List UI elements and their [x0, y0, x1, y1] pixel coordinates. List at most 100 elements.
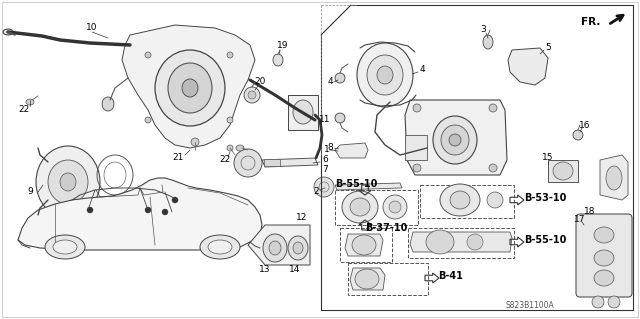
Ellipse shape [352, 235, 376, 255]
Polygon shape [508, 48, 548, 85]
Text: B-55-10: B-55-10 [335, 179, 378, 189]
Text: B-55-10: B-55-10 [524, 235, 566, 245]
Ellipse shape [45, 235, 85, 259]
Bar [548, 160, 578, 182]
Text: B-41: B-41 [438, 271, 463, 281]
Bar [335, 190, 418, 225]
Ellipse shape [342, 191, 378, 223]
Text: 22: 22 [19, 106, 29, 115]
Polygon shape [262, 158, 318, 167]
Polygon shape [405, 100, 507, 175]
Ellipse shape [162, 209, 168, 215]
Ellipse shape [433, 116, 477, 164]
Bar [405, 135, 427, 160]
Bar [264, 159, 280, 166]
Ellipse shape [314, 177, 334, 197]
Text: FR.: FR. [580, 17, 600, 27]
Ellipse shape [573, 130, 583, 140]
Ellipse shape [594, 270, 614, 286]
Ellipse shape [293, 242, 303, 254]
Ellipse shape [377, 66, 393, 84]
Ellipse shape [608, 296, 620, 308]
Ellipse shape [450, 191, 470, 209]
Ellipse shape [227, 52, 233, 58]
Ellipse shape [592, 296, 604, 308]
Text: 18: 18 [584, 207, 596, 217]
Ellipse shape [389, 201, 401, 213]
Ellipse shape [489, 104, 497, 112]
Ellipse shape [350, 198, 370, 216]
Text: 12: 12 [296, 213, 308, 222]
Text: 9: 9 [27, 188, 33, 197]
Ellipse shape [87, 207, 93, 213]
Bar [288, 95, 318, 130]
Ellipse shape [182, 79, 198, 97]
Polygon shape [248, 225, 310, 265]
Ellipse shape [288, 236, 308, 260]
Ellipse shape [449, 134, 461, 146]
Ellipse shape [244, 87, 260, 103]
Ellipse shape [227, 145, 233, 151]
Ellipse shape [168, 63, 212, 113]
Ellipse shape [413, 104, 421, 112]
Ellipse shape [172, 197, 178, 203]
Text: 21: 21 [172, 153, 184, 162]
Ellipse shape [487, 192, 503, 208]
Ellipse shape [357, 43, 413, 107]
Ellipse shape [227, 117, 233, 123]
Ellipse shape [383, 195, 407, 219]
Polygon shape [335, 143, 368, 158]
Ellipse shape [48, 160, 88, 204]
Ellipse shape [60, 173, 76, 191]
Ellipse shape [467, 234, 483, 250]
Text: 4: 4 [327, 78, 333, 86]
Ellipse shape [26, 99, 34, 105]
Ellipse shape [606, 166, 622, 190]
Text: 13: 13 [259, 265, 271, 275]
Bar [408, 228, 514, 258]
Ellipse shape [191, 138, 199, 146]
Ellipse shape [413, 164, 421, 172]
Text: 17: 17 [574, 216, 586, 225]
Text: 5: 5 [545, 43, 551, 53]
Ellipse shape [53, 240, 77, 254]
Ellipse shape [102, 97, 114, 111]
Ellipse shape [335, 73, 345, 83]
Text: 6: 6 [322, 155, 328, 165]
Ellipse shape [234, 149, 262, 177]
Text: 1: 1 [324, 145, 330, 154]
Text: 2: 2 [313, 188, 319, 197]
Ellipse shape [553, 162, 573, 180]
Polygon shape [600, 155, 628, 200]
Ellipse shape [36, 146, 100, 218]
Ellipse shape [426, 230, 454, 254]
Text: S823B1100A: S823B1100A [506, 300, 554, 309]
Text: B-37-10: B-37-10 [365, 223, 408, 233]
Text: 16: 16 [579, 121, 591, 130]
Ellipse shape [441, 125, 469, 155]
Ellipse shape [355, 269, 379, 289]
Bar [348, 263, 428, 295]
Bar [340, 228, 392, 262]
Text: 20: 20 [254, 78, 266, 86]
Polygon shape [335, 183, 402, 190]
Text: 8: 8 [327, 144, 333, 152]
Bar [420, 185, 514, 218]
Ellipse shape [489, 164, 497, 172]
Text: 4: 4 [419, 65, 425, 75]
Ellipse shape [208, 240, 232, 254]
Text: 19: 19 [277, 41, 289, 50]
Text: 22: 22 [220, 155, 230, 165]
Text: 15: 15 [542, 153, 554, 162]
Ellipse shape [145, 117, 151, 123]
Polygon shape [410, 232, 512, 252]
Ellipse shape [236, 145, 244, 151]
Ellipse shape [248, 91, 256, 99]
Ellipse shape [440, 184, 480, 216]
Polygon shape [18, 178, 262, 250]
Ellipse shape [3, 29, 13, 35]
Text: 10: 10 [86, 24, 98, 33]
Text: B-53-10: B-53-10 [524, 193, 566, 203]
Text: 7: 7 [322, 166, 328, 174]
Text: 3: 3 [480, 26, 486, 34]
